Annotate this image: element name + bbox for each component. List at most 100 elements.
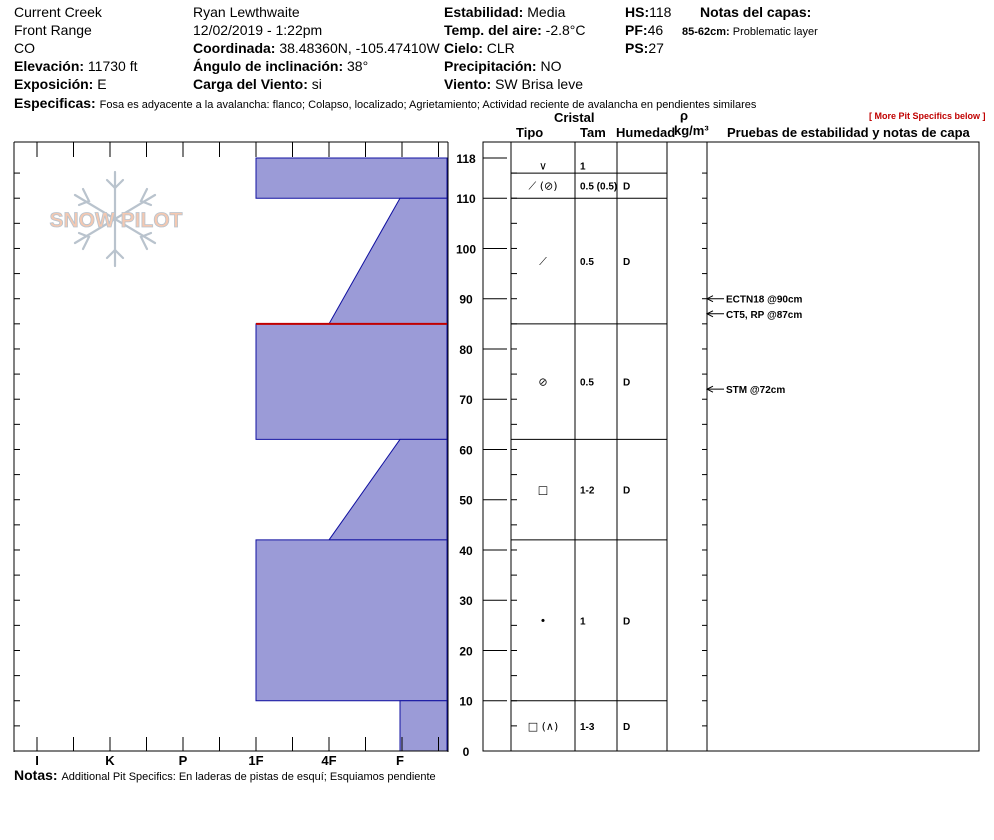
wind: Viento: SW Brisa leve <box>444 76 583 92</box>
depth-label-110: 110 <box>456 192 476 206</box>
grain-size-4: 1-2 <box>580 486 595 497</box>
moisture-3: D <box>623 378 630 389</box>
aspect-label: Exposición: <box>14 76 94 92</box>
grain-size-3: 0.5 <box>580 378 594 389</box>
stability-test-1: CT5, RP @87cm <box>705 310 802 321</box>
depth-label-70: 70 <box>459 393 473 407</box>
hardness-label-4F: 4F <box>321 753 336 768</box>
notes-label: Notas: <box>14 767 58 783</box>
hs-label: HS: <box>625 4 650 20</box>
moisture-header: Humedad <box>616 125 676 140</box>
wind-loading-label: Carga del Viento: <box>193 76 308 92</box>
ski-penetration: PS:27 <box>625 40 664 56</box>
depth-label-10: 10 <box>459 695 473 709</box>
notes: Notas: Additional Pit Specifics: En lade… <box>14 767 436 785</box>
grain-type-2: ⟋ <box>539 255 547 268</box>
stability-test-label-2: STM @72cm <box>726 385 785 396</box>
grain-type-5: • <box>540 614 547 627</box>
crystal-header: Cristal <box>554 110 595 125</box>
depth-label-50: 50 <box>459 494 473 508</box>
moisture-1: D <box>623 182 630 193</box>
hardness-label-1F: 1F <box>248 753 263 768</box>
grain-size-6: 1-3 <box>580 722 595 733</box>
location-name: Current Creek <box>14 4 102 20</box>
coordinates-label: Coordinada: <box>193 40 276 56</box>
rho-header: ρ <box>680 108 689 123</box>
pf-label: PF: <box>625 22 648 38</box>
grain-size-1: 0.5 (0.5) <box>580 182 617 193</box>
stability-test-2: STM @72cm <box>705 385 785 396</box>
observer-name: Ryan Lewthwaite <box>193 4 300 20</box>
pf-value: 46 <box>647 22 664 38</box>
pit-foot-penetration: PF:46 <box>625 22 663 38</box>
layer-notes-label: Notas del capas: <box>700 4 812 20</box>
more-pit-specifics-link[interactable]: [ More Pit Specifics below ] <box>869 111 986 121</box>
coordinates-value: 38.48360N, -105.47410W <box>279 40 440 56</box>
wind-loading-value: si <box>311 76 322 92</box>
snow-height: HS:118 <box>625 4 671 20</box>
precipitation-label: Precipitación: <box>444 58 537 74</box>
grain-size-5: 1 <box>580 616 586 627</box>
depth-label-80: 80 <box>459 343 473 357</box>
slope-angle: Ángulo de inclinación: 38° <box>193 58 368 74</box>
grain-type-0: ∨ <box>539 160 547 173</box>
depth-label-90: 90 <box>459 293 473 307</box>
grain-type-6: □ (∧) <box>528 720 559 733</box>
slope-angle-label: Ángulo de inclinación: <box>193 58 344 74</box>
grain-type-1: ⟋ (⊘) <box>529 180 558 193</box>
specifics-text: Fosa es adyacente a la avalancha: flanco… <box>99 99 757 111</box>
sky-value: CLR <box>486 40 515 56</box>
grain-size-0: 1 <box>580 162 586 173</box>
wind-value: SW Brisa leve <box>495 76 584 92</box>
air-temperature-label: Temp. del aire: <box>444 22 542 38</box>
size-header: Tam <box>580 125 606 140</box>
logo-text: SNOW PILOT <box>50 209 183 232</box>
depth-label-118: 118 <box>456 152 476 166</box>
moisture-5: D <box>623 616 630 627</box>
stability-value: Media <box>527 4 566 20</box>
grain-type-4: □ <box>538 484 548 497</box>
observation-datetime: 12/02/2019 - 1:22pm <box>193 22 323 38</box>
wind-label: Viento: <box>444 76 492 92</box>
density-unit-header: kg/m³ <box>674 123 709 138</box>
precipitation-value: NO <box>540 58 562 74</box>
aspect-value: E <box>97 76 107 92</box>
elevation-value: 11730 ft <box>87 58 138 74</box>
state-name: CO <box>14 40 35 56</box>
air-temperature: Temp. del aire: -2.8°C <box>444 22 586 38</box>
hardness-layer-4 <box>255 539 448 702</box>
depth-label-100: 100 <box>456 242 476 256</box>
elevation: Elevación: 11730 ft <box>14 58 137 74</box>
hardness-layer-2 <box>255 323 448 440</box>
sky-cover: Cielo: CLR <box>444 40 515 56</box>
tests-header: Pruebas de estabilidad y notas de capa <box>727 125 970 140</box>
ps-label: PS: <box>625 40 649 56</box>
specifics-label: Especificas: <box>14 95 96 111</box>
grain-size-2: 0.5 <box>580 257 594 268</box>
coordinates: Coordinada: 38.48360N, -105.47410W <box>193 40 440 56</box>
notes-text: Additional Pit Specifics: En laderas de … <box>61 771 436 783</box>
depth-label-30: 30 <box>459 594 473 608</box>
stability-test-label-1: CT5, RP @87cm <box>726 310 802 321</box>
type-header: Tipo <box>516 125 544 140</box>
hardness-label-I: I <box>35 753 39 768</box>
range-name: Front Range <box>14 22 92 38</box>
hardness-layer-1 <box>328 197 448 325</box>
ps-value: 27 <box>648 40 664 56</box>
layer-note: 85-62cm: Problematic layer <box>682 24 818 40</box>
stability: Estabilidad: Media <box>444 4 565 20</box>
hardness-label-P: P <box>179 753 188 768</box>
precipitation: Precipitación: NO <box>444 58 561 74</box>
moisture-2: D <box>623 257 630 268</box>
hardness-layer-0 <box>255 157 448 199</box>
grain-type-3: ⊘ <box>538 376 547 389</box>
depth-label-60: 60 <box>459 443 473 457</box>
layer-note-text: Problematic layer <box>732 26 818 38</box>
elevation-label: Elevación: <box>14 58 85 74</box>
specifics: Especificas: Fosa es adyacente a la aval… <box>14 95 756 113</box>
moisture-4: D <box>623 486 630 497</box>
hardness-label-F: F <box>396 753 404 768</box>
stability-test-0: ECTN18 @90cm <box>705 295 803 306</box>
slope-angle-value: 38° <box>347 58 369 74</box>
